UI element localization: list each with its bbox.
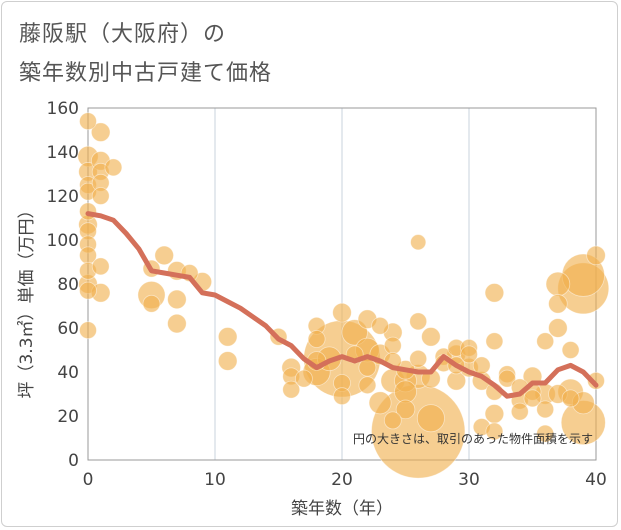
y-tick-label: 40 (57, 363, 79, 383)
x-axis-title: 築年数（年） (291, 499, 393, 519)
data-bubble (383, 411, 402, 430)
data-bubble (587, 371, 605, 390)
data-bubble (536, 424, 555, 443)
data-bubble (282, 380, 301, 399)
data-bubble (548, 294, 568, 314)
data-bubble (485, 422, 504, 441)
data-bubble (523, 389, 542, 408)
data-bubble (410, 234, 427, 251)
x-tick-label: 30 (458, 470, 480, 490)
average-price-line (85, 211, 599, 399)
data-bubble (91, 187, 110, 205)
data-bubble (545, 271, 571, 297)
data-bubble (79, 321, 97, 340)
data-bubble (498, 369, 517, 388)
data-bubble (409, 349, 428, 368)
data-bubble (561, 341, 580, 359)
data-bubble (307, 330, 326, 348)
x-tick-label: 0 (83, 470, 94, 490)
data-bubble (421, 327, 441, 347)
data-bubble (167, 289, 187, 310)
y-tick-label: 100 (47, 231, 79, 251)
data-bubble (561, 389, 580, 408)
x-tick-label: 40 (585, 470, 607, 490)
data-bubble (154, 245, 174, 266)
data-bubble (536, 400, 555, 419)
data-bubble (368, 391, 392, 415)
x-axis-ticks: 0 10 20 30 40 (83, 470, 607, 490)
data-bubble (358, 376, 377, 395)
data-bubble (104, 158, 123, 177)
data-bubble (586, 245, 606, 266)
data-bubble (332, 302, 352, 323)
data-bubble (394, 380, 417, 404)
data-bubble (383, 336, 402, 355)
y-tick-label: 60 (57, 319, 79, 339)
data-bubble (79, 281, 97, 300)
bubble-size-note: 円の大きさは、取引のあった物件面積を示す (353, 431, 593, 446)
data-bubble (409, 312, 428, 331)
y-axis-ticks: 0 20 40 60 80 100 120 140 160 (47, 99, 79, 471)
data-bubble (484, 283, 505, 303)
x-tick-label: 10 (204, 470, 226, 490)
data-bubble (91, 257, 110, 276)
data-bubble (371, 316, 390, 335)
data-bubble (484, 404, 505, 424)
data-bubble (294, 369, 313, 388)
data-bubble (79, 112, 97, 131)
bubble-layer (77, 112, 610, 479)
data-bubble (510, 402, 529, 421)
data-bubble (217, 327, 238, 347)
data-bubble (460, 345, 478, 364)
data-bubble (395, 399, 416, 420)
y-tick-label: 140 (47, 143, 79, 163)
y-tick-label: 160 (47, 99, 79, 119)
y-tick-label: 80 (57, 275, 79, 295)
data-bubble (90, 122, 111, 142)
x-tick-label: 20 (331, 470, 353, 490)
y-tick-label: 20 (57, 407, 79, 427)
data-bubble (548, 318, 568, 338)
data-bubble (217, 351, 238, 371)
data-bubble (167, 313, 187, 334)
data-bubble (472, 356, 491, 375)
data-bubble (416, 404, 445, 433)
data-bubble (333, 387, 351, 406)
y-tick-label: 120 (47, 187, 79, 207)
chart-title-line2: 築年数別中古戸建て価格 (19, 61, 273, 86)
data-bubble (536, 332, 555, 351)
chart-title-line1: 藤阪駅（大阪府）の (19, 22, 227, 47)
y-axis-title: 坪（3.3㎡）単価（万円） (17, 201, 37, 398)
data-bubble (142, 294, 161, 313)
data-bubble (485, 332, 504, 351)
y-tick-label: 0 (68, 451, 79, 471)
data-bubble (358, 358, 377, 377)
